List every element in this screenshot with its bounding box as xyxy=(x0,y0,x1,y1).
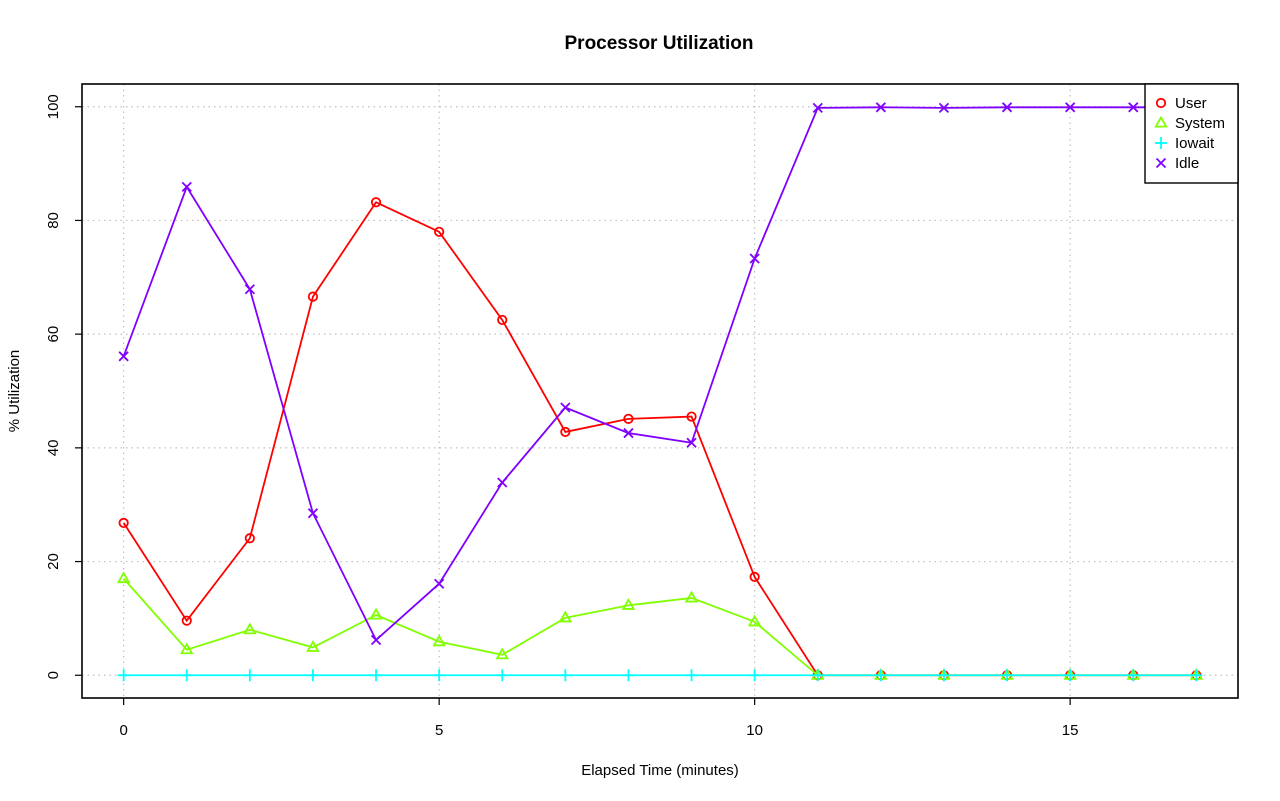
data-point-iowait xyxy=(306,669,319,682)
series-idle xyxy=(118,102,1202,646)
data-point-idle xyxy=(497,477,508,488)
legend: User System Iowait Idle xyxy=(1144,83,1239,184)
data-point-system xyxy=(684,590,699,603)
y-tick-label: 40 xyxy=(45,440,62,457)
data-point-idle xyxy=(118,351,129,362)
data-point-system xyxy=(306,640,320,652)
data-point-idle xyxy=(1065,102,1076,113)
data-point-user xyxy=(623,413,634,424)
y-axis: 0 20 40 60 80 100 xyxy=(45,94,82,679)
data-point-iowait xyxy=(433,669,446,682)
data-point-idle xyxy=(875,102,886,113)
legend-label-user: User xyxy=(1175,95,1207,112)
legend-label-idle: Idle xyxy=(1175,155,1199,172)
legend-marker-system xyxy=(1154,115,1168,128)
data-point-iowait xyxy=(370,669,383,682)
data-point-iowait xyxy=(1001,669,1014,682)
data-point-idle xyxy=(686,437,697,448)
data-point-system xyxy=(495,647,509,660)
data-point-user xyxy=(244,533,255,544)
data-point-system xyxy=(432,634,446,647)
series-system xyxy=(116,571,1204,680)
data-point-user xyxy=(434,226,445,237)
legend-marker-idle xyxy=(1155,157,1167,169)
data-point-user xyxy=(370,197,382,208)
data-point-iowait xyxy=(811,669,824,682)
series-line-system xyxy=(122,578,1197,677)
data-point-system xyxy=(116,571,131,584)
data-point-idle xyxy=(749,253,760,264)
data-point-idle xyxy=(307,508,319,519)
data-point-system xyxy=(369,607,383,620)
data-point-idle xyxy=(244,284,255,295)
data-point-iowait xyxy=(685,669,698,682)
data-point-iowait xyxy=(622,669,635,682)
data-point-idle xyxy=(181,181,192,193)
legend-label-iowait: Iowait xyxy=(1175,135,1215,152)
data-point-iowait xyxy=(243,669,256,682)
data-point-iowait xyxy=(874,669,887,682)
data-point-user xyxy=(749,571,760,583)
data-point-system xyxy=(558,610,573,623)
data-point-iowait xyxy=(748,669,761,682)
data-point-idle xyxy=(1128,102,1139,113)
data-point-iowait xyxy=(1064,669,1077,682)
data-point-idle xyxy=(1001,102,1013,113)
data-point-user xyxy=(307,291,319,302)
data-point-user xyxy=(118,517,129,528)
chart-title: Processor Utilization xyxy=(565,33,754,54)
data-point-user xyxy=(497,314,508,326)
data-point-user xyxy=(181,615,192,626)
data-point-idle xyxy=(938,102,950,114)
data-point-idle xyxy=(370,634,382,646)
y-tick-label: 60 xyxy=(45,326,62,343)
y-axis-label: % Utilization xyxy=(6,350,23,433)
data-point-idle xyxy=(560,402,571,413)
y-tick-label: 20 xyxy=(45,553,62,570)
data-point-system xyxy=(621,598,636,610)
data-point-idle xyxy=(623,427,634,439)
series-layer xyxy=(116,102,1204,682)
data-point-iowait xyxy=(180,669,193,682)
data-point-iowait xyxy=(1190,669,1203,682)
x-tick-label: 15 xyxy=(1062,722,1079,739)
data-point-user xyxy=(686,411,697,422)
legend-marker-iowait xyxy=(1155,137,1167,149)
data-point-iowait xyxy=(1127,669,1140,682)
x-axis-label: Elapsed Time (minutes) xyxy=(581,762,739,779)
legend-marker-user xyxy=(1155,97,1167,109)
series-iowait xyxy=(117,669,1203,682)
data-point-idle xyxy=(812,102,823,114)
data-point-system xyxy=(243,622,257,635)
series-line-idle xyxy=(122,106,1197,642)
data-point-system xyxy=(179,642,194,655)
data-point-iowait xyxy=(937,669,950,682)
y-tick-label: 0 xyxy=(45,671,62,679)
data-point-idle xyxy=(434,578,445,589)
plot-frame xyxy=(81,83,1239,699)
x-tick-label: 5 xyxy=(435,722,443,739)
data-point-system xyxy=(747,614,762,627)
y-tick-label: 100 xyxy=(45,94,62,119)
data-point-iowait xyxy=(117,669,130,682)
data-point-iowait xyxy=(496,669,509,682)
x-tick-label: 0 xyxy=(119,722,127,739)
legend-box xyxy=(1144,83,1239,184)
data-point-user xyxy=(560,426,571,438)
data-point-iowait xyxy=(559,669,572,682)
x-axis: 0 5 10 15 xyxy=(119,698,1078,739)
y-tick-label: 80 xyxy=(45,212,62,229)
grid-layer xyxy=(82,84,1238,698)
x-tick-label: 10 xyxy=(746,722,763,739)
legend-label-system: System xyxy=(1175,115,1225,132)
